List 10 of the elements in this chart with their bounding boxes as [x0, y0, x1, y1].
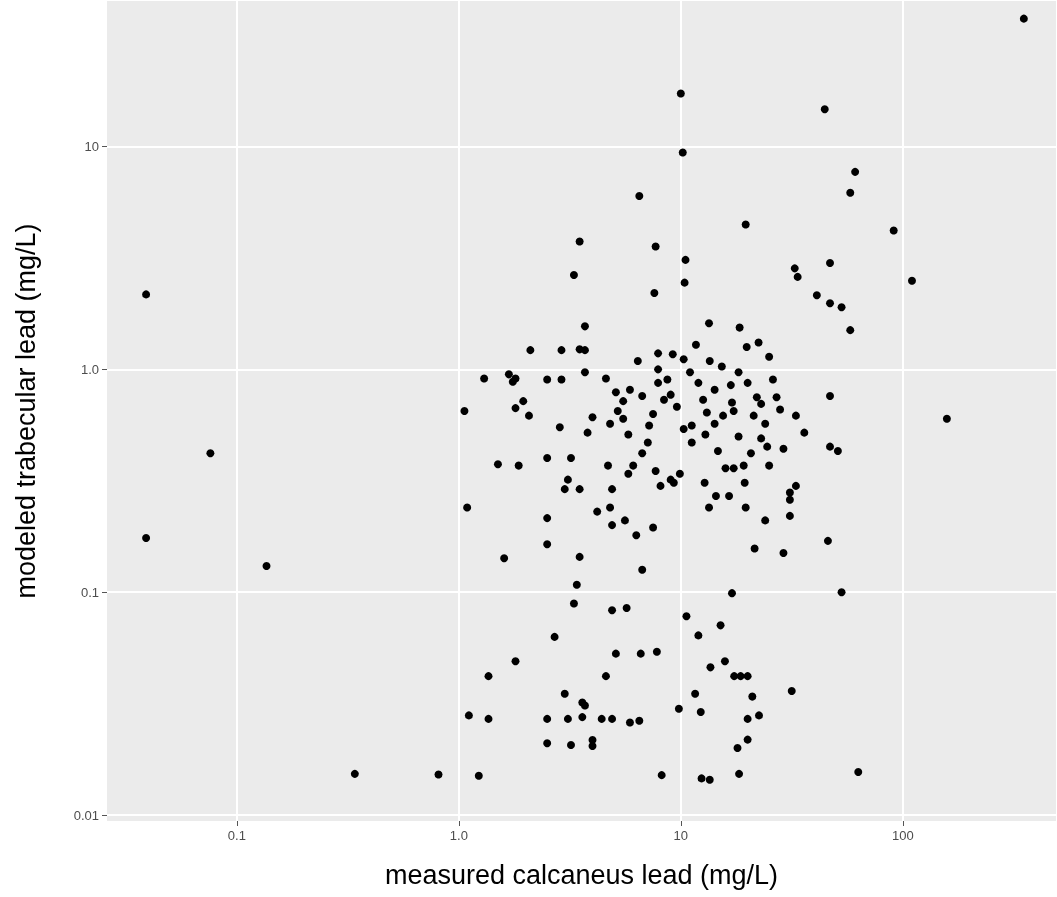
y-tick-label: 10 [84, 139, 99, 155]
y-tick-label: 0.01 [73, 807, 99, 823]
x-tick-label: 100 [891, 828, 914, 843]
x-axis-title: measured calcaneus lead (mg/L) [384, 859, 779, 890]
x-tick-label: 0.1 [227, 828, 246, 843]
y-axis-title: modeled trabecular lead (mg/L) [10, 223, 41, 599]
y-tick-label: 1.0 [80, 361, 99, 377]
y-tick-label: 0.1 [80, 584, 99, 600]
x-tick-label: 10 [673, 828, 689, 843]
x-tick-label: 1.0 [449, 828, 468, 843]
